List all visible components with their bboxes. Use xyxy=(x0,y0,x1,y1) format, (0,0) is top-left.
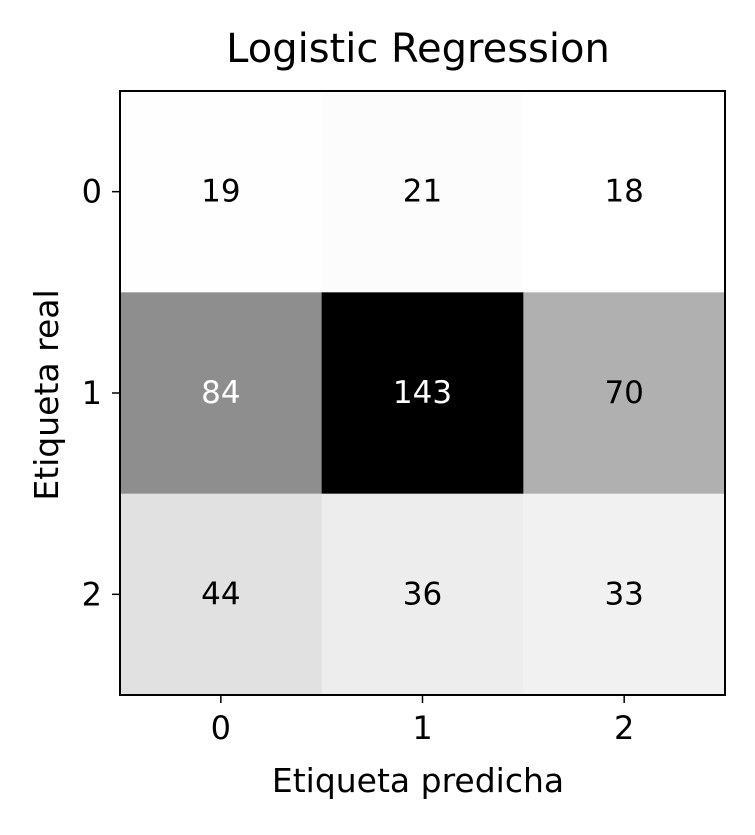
cell-value-r1-c1: 143 xyxy=(393,375,452,411)
cell-value-r0-c0: 19 xyxy=(201,174,240,210)
y-tick-label-0: 0 xyxy=(82,173,102,211)
x-tick-label-1: 1 xyxy=(412,709,432,747)
cell-value-r1-c0: 84 xyxy=(201,375,240,411)
heatmap-cell-r2-c0 xyxy=(120,493,323,696)
y-axis-label: Etiqueta real xyxy=(27,289,66,500)
y-tick-label-1: 1 xyxy=(82,374,102,412)
heatmap-cell-r0-c2 xyxy=(523,91,726,293)
cell-value-r1-c2: 70 xyxy=(604,375,643,411)
y-axis-ticks: 0 1 2 xyxy=(82,173,120,613)
x-axis-label: Etiqueta predicha xyxy=(272,761,564,800)
cell-value-r2-c2: 33 xyxy=(604,576,643,612)
heatmap-cell-r1-c0 xyxy=(120,292,323,495)
heatmap-cell-r0-c1 xyxy=(321,91,524,293)
cell-value-r2-c1: 36 xyxy=(403,576,442,612)
heatmap-cell-r0-c0 xyxy=(120,91,323,293)
cell-value-r0-c2: 18 xyxy=(604,174,643,210)
heatmap-cells xyxy=(120,91,726,696)
heatmap-cell-r2-c1 xyxy=(321,493,524,696)
x-axis-ticks: 0 1 2 xyxy=(211,695,634,747)
cell-value-r2-c0: 44 xyxy=(201,576,240,612)
chart-title: Logistic Regression xyxy=(226,26,610,72)
heatmap-cell-r2-c2 xyxy=(523,493,726,696)
heatmap-cell-r1-c2 xyxy=(523,292,726,495)
cell-value-r0-c1: 21 xyxy=(403,174,442,210)
heatmap-cell-labels: 19 21 18 84 143 70 44 36 33 xyxy=(201,174,644,613)
x-tick-label-2: 2 xyxy=(614,709,634,747)
x-tick-label-0: 0 xyxy=(211,709,231,747)
heatmap-cell-r1-c1 xyxy=(321,292,524,495)
y-tick-label-2: 2 xyxy=(82,575,102,613)
